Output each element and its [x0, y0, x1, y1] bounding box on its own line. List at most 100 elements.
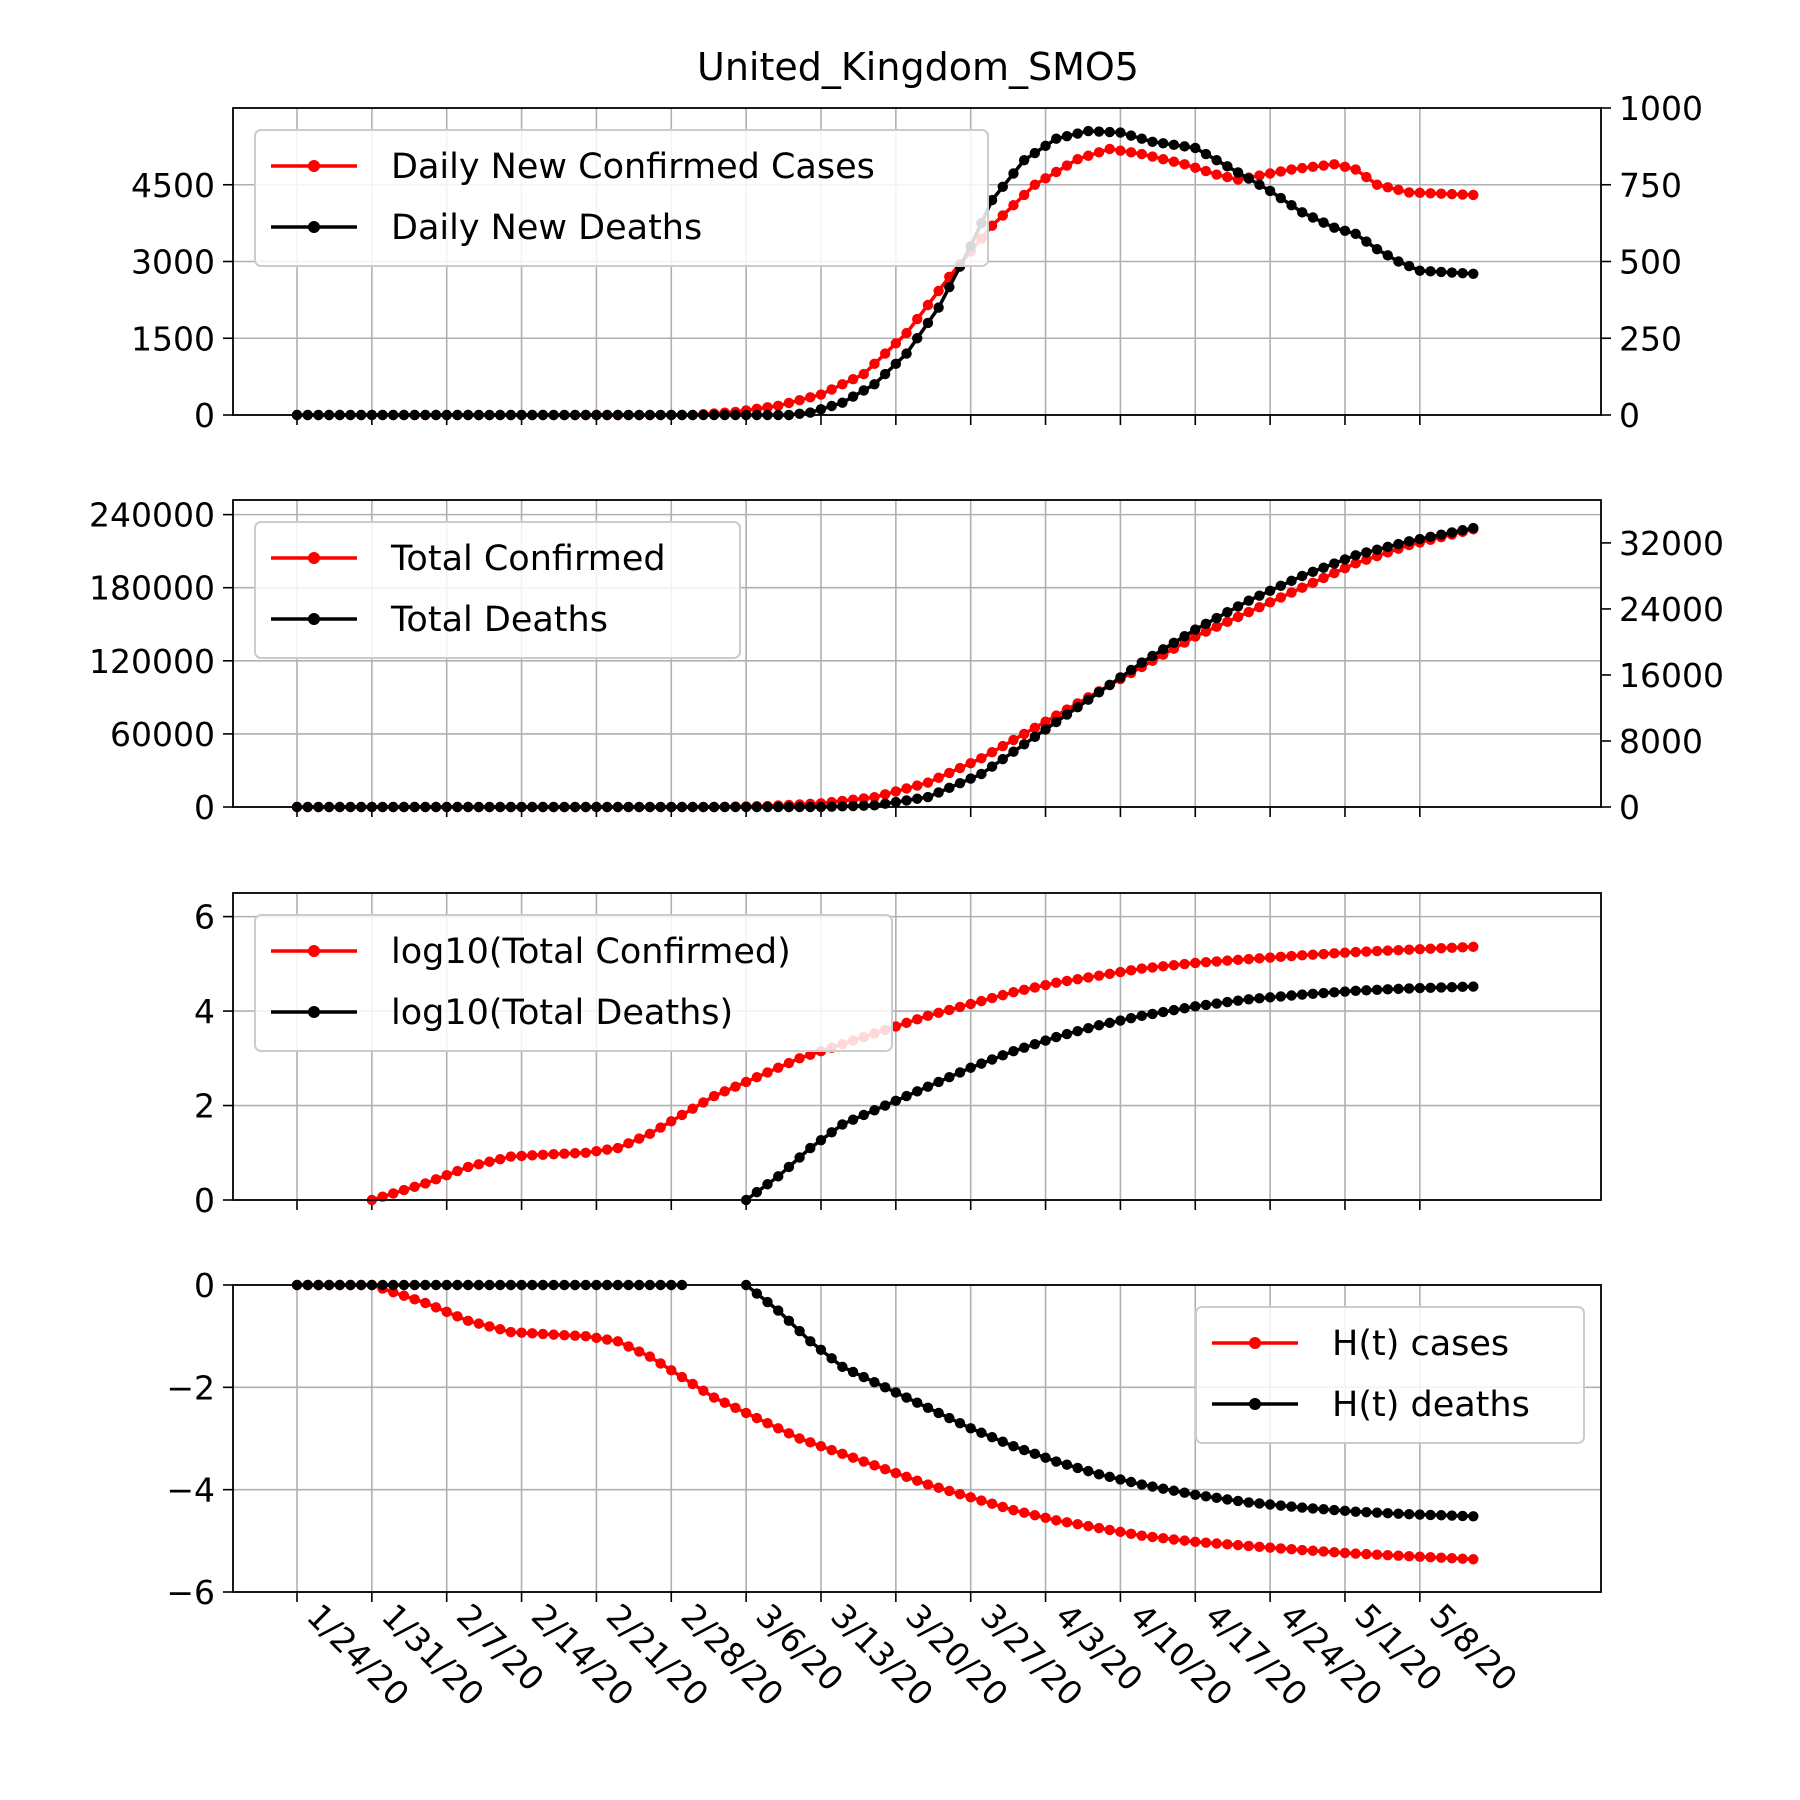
data-point — [869, 792, 880, 803]
data-point — [1350, 558, 1361, 569]
y-tick-label: 0 — [194, 1181, 215, 1220]
data-point — [1425, 943, 1436, 954]
data-point — [976, 1495, 987, 1506]
data-point — [1403, 1509, 1415, 1520]
data-point — [890, 1467, 902, 1479]
data-point — [997, 989, 1008, 1001]
data-point — [922, 1010, 934, 1021]
data-point — [1168, 637, 1180, 648]
data-point — [954, 778, 966, 789]
data-point — [1403, 260, 1415, 272]
data-point — [1051, 977, 1062, 988]
y-tick-label: 120000 — [89, 642, 215, 681]
data-point — [1018, 728, 1030, 740]
legend: H(t) cases H(t) deaths — [1195, 1306, 1585, 1444]
data-point — [997, 1050, 1008, 1061]
legend: log10(Total Confirmed) log10(Total Deaths… — [254, 914, 893, 1052]
data-point — [409, 1294, 420, 1305]
data-point — [869, 800, 880, 811]
y-tick-label: −4 — [166, 1471, 215, 1510]
data-point — [965, 773, 976, 784]
data-point — [559, 1148, 570, 1159]
legend-swatch-marker — [308, 221, 320, 233]
data-point — [826, 1127, 837, 1138]
panel-1: 0 1500 3000 4500 0 250 500 750 1000 Daily New Con… — [131, 89, 1703, 435]
data-point — [794, 1152, 805, 1163]
data-point — [1414, 187, 1426, 199]
data-point — [1243, 994, 1254, 1005]
data-point — [1072, 128, 1083, 139]
data-point — [1436, 188, 1447, 199]
data-point — [1361, 946, 1372, 957]
data-point — [912, 1475, 923, 1486]
data-point — [858, 800, 869, 811]
data-point — [1072, 701, 1083, 713]
data-point — [1425, 1509, 1436, 1521]
data-point — [1264, 168, 1276, 179]
data-point — [633, 1346, 645, 1357]
data-point — [1040, 1512, 1051, 1524]
data-point — [1179, 159, 1190, 170]
data-point — [1393, 983, 1404, 995]
data-point — [1168, 139, 1180, 151]
data-point — [1318, 1546, 1329, 1557]
data-point — [1468, 268, 1479, 279]
data-point — [1040, 716, 1051, 727]
data-point — [462, 1161, 474, 1173]
data-point — [1232, 611, 1244, 623]
data-point — [740, 1407, 752, 1419]
data-point — [815, 1440, 827, 1452]
data-point — [826, 1353, 837, 1364]
data-point — [1318, 572, 1329, 584]
data-point — [976, 995, 987, 1007]
data-point — [815, 1134, 827, 1146]
data-point — [1211, 612, 1222, 624]
data-point — [1104, 679, 1115, 691]
data-point — [986, 1432, 998, 1443]
legend-swatch-marker — [308, 552, 320, 564]
data-point — [901, 1090, 912, 1102]
data-point — [1093, 1020, 1105, 1031]
data-point — [1040, 1452, 1051, 1463]
data-point — [1297, 207, 1308, 218]
data-point — [494, 1324, 506, 1335]
data-point — [762, 1179, 773, 1190]
data-point — [837, 1448, 848, 1460]
data-point — [1339, 563, 1351, 574]
data-point — [1350, 946, 1361, 958]
data-point — [1115, 1526, 1126, 1538]
data-point — [986, 992, 998, 1004]
data-point — [1371, 984, 1383, 996]
data-point — [1008, 1440, 1019, 1452]
data-point — [676, 1109, 688, 1121]
data-point — [1051, 716, 1062, 728]
data-point — [1350, 550, 1361, 561]
data-point — [1286, 950, 1297, 962]
data-point — [1008, 986, 1019, 998]
data-point — [1286, 200, 1297, 211]
data-point — [922, 777, 934, 788]
panel-3: 0 2 4 6 log10(Total Confirmed) log10(Total De… — [194, 892, 1602, 1220]
data-point — [1051, 1515, 1062, 1526]
data-point — [666, 1365, 677, 1376]
data-point — [1222, 616, 1233, 628]
data-point — [1093, 126, 1105, 137]
data-point — [869, 1460, 880, 1471]
data-point — [1361, 547, 1372, 558]
data-point — [997, 1501, 1008, 1513]
legend-swatch-marker — [308, 1006, 320, 1018]
data-point — [1051, 133, 1062, 144]
data-point — [676, 1371, 688, 1383]
data-point — [1104, 968, 1115, 980]
data-point — [1243, 1540, 1254, 1552]
data-point — [1468, 189, 1479, 201]
data-point — [1093, 970, 1105, 981]
data-point — [1254, 1498, 1265, 1509]
data-point — [1211, 154, 1222, 166]
y-tick-label: 0 — [194, 1266, 215, 1305]
data-point — [1232, 995, 1244, 1006]
data-point — [1275, 1543, 1287, 1554]
data-point — [1350, 1548, 1361, 1559]
y2-tick-label: 500 — [1619, 243, 1682, 282]
